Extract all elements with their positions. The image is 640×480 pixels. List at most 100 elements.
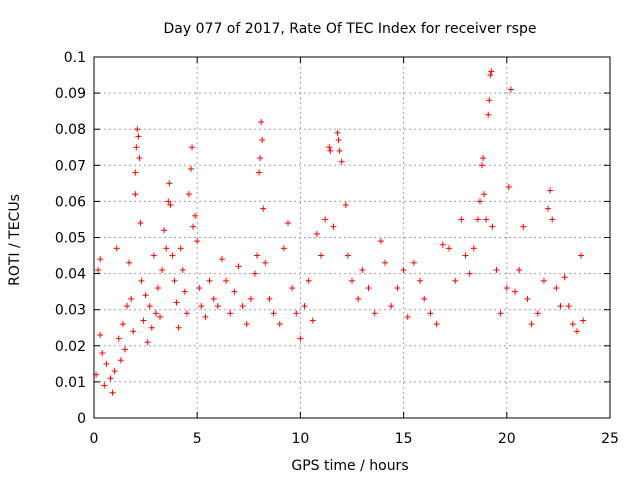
data-point — [154, 285, 161, 292]
data-point — [520, 223, 527, 230]
data-point — [132, 191, 139, 198]
y-axis-label: ROTI / TECUs — [7, 194, 23, 286]
data-point — [134, 126, 141, 133]
data-point — [388, 303, 395, 310]
data-point — [512, 288, 519, 295]
data-point — [417, 277, 424, 284]
data-point — [338, 158, 345, 165]
chart-title: Day 077 of 2017, Rate Of TEC Index for r… — [164, 21, 537, 37]
data-point — [210, 295, 217, 302]
data-point — [140, 317, 147, 324]
y-tick-label: 0.07 — [55, 158, 86, 174]
data-point — [262, 259, 269, 266]
data-point — [481, 191, 488, 198]
data-point — [101, 382, 108, 389]
data-point — [214, 303, 221, 310]
data-point — [377, 238, 384, 245]
data-point — [163, 245, 170, 252]
data-point — [479, 162, 486, 169]
data-point — [133, 144, 140, 151]
data-point — [487, 72, 494, 79]
data-point — [285, 220, 292, 227]
data-point — [161, 227, 168, 234]
data-point — [256, 169, 263, 176]
data-point — [258, 118, 265, 125]
data-point — [355, 295, 362, 302]
data-point — [394, 285, 401, 292]
data-point — [247, 295, 254, 302]
data-point — [121, 346, 128, 353]
data-point — [330, 223, 337, 230]
data-point — [243, 321, 250, 328]
data-point — [266, 295, 273, 302]
data-point — [297, 335, 304, 342]
data-point — [181, 288, 188, 295]
data-point — [231, 288, 238, 295]
y-tick-label: 0.08 — [55, 122, 86, 138]
y-tick-label: 0.01 — [55, 375, 86, 391]
y-tick-label: 0.02 — [55, 339, 86, 355]
data-point — [97, 331, 104, 338]
x-axis-label: GPS time / hours — [291, 458, 408, 474]
y-tick-label: 0 — [77, 411, 86, 427]
plot-frame — [93, 56, 611, 419]
data-point — [404, 313, 411, 320]
data-point — [462, 252, 469, 259]
data-point — [485, 111, 492, 118]
data-point — [474, 216, 481, 223]
data-point — [171, 277, 178, 284]
data-point — [486, 97, 493, 104]
data-point — [239, 303, 246, 310]
data-point — [489, 223, 496, 230]
data-point — [421, 295, 428, 302]
data-point — [280, 245, 287, 252]
data-point — [313, 230, 320, 237]
data-point — [173, 299, 180, 306]
data-point — [335, 137, 342, 144]
y-tick-label: 0.04 — [55, 267, 86, 283]
x-tick-label: 15 — [395, 431, 413, 447]
y-tick-label: 0.09 — [55, 86, 86, 102]
data-point — [166, 180, 173, 187]
data-point — [497, 310, 504, 317]
data-point — [305, 277, 312, 284]
data-point — [578, 252, 585, 259]
data-point — [493, 266, 500, 273]
data-point — [169, 252, 176, 259]
data-point — [159, 266, 166, 273]
data-point — [165, 198, 172, 205]
data-point — [144, 339, 151, 346]
x-tick-label: 25 — [601, 431, 619, 447]
data-point — [327, 147, 334, 154]
data-point — [466, 270, 473, 277]
data-point — [342, 202, 349, 209]
y-tick-label: 0.05 — [55, 231, 86, 247]
data-point — [507, 86, 514, 93]
data-point — [175, 324, 182, 331]
data-point — [410, 259, 417, 266]
data-point — [189, 144, 196, 151]
data-point — [446, 245, 453, 252]
data-point — [206, 277, 213, 284]
x-tick-label: 0 — [90, 431, 99, 447]
data-point — [549, 216, 556, 223]
data-point — [371, 310, 378, 317]
data-point — [573, 328, 580, 335]
data-point — [259, 137, 266, 144]
data-point — [185, 191, 192, 198]
x-tick-label: 20 — [498, 431, 516, 447]
data-point — [382, 259, 389, 266]
data-point — [476, 198, 483, 205]
data-point — [148, 324, 155, 331]
data-point — [146, 303, 153, 310]
data-point — [95, 266, 102, 273]
data-point — [188, 165, 195, 172]
data-point — [183, 310, 190, 317]
data-point — [107, 375, 114, 382]
data-point — [137, 220, 144, 227]
data-point — [276, 321, 283, 328]
data-point — [359, 266, 366, 273]
data-point — [177, 245, 184, 252]
data-point — [547, 187, 554, 194]
